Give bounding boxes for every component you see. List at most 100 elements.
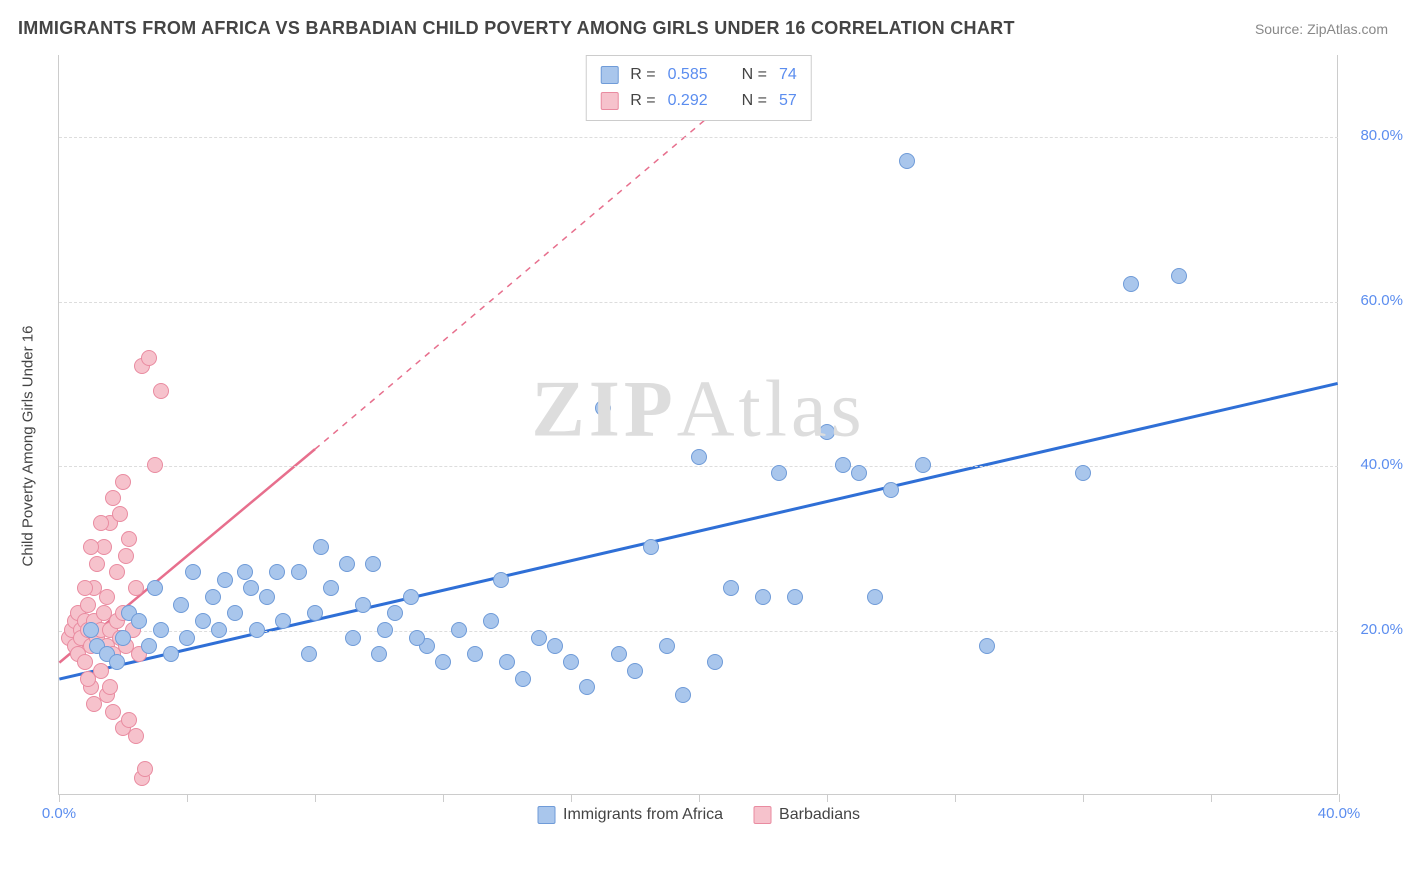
data-point-africa bbox=[141, 638, 157, 654]
data-point-africa bbox=[659, 638, 675, 654]
swatch-barbadians bbox=[600, 92, 618, 110]
data-point-africa bbox=[249, 622, 265, 638]
series-legend: Immigrants from Africa Barbadians bbox=[537, 806, 860, 824]
gridline bbox=[59, 466, 1338, 467]
swatch-barbadians bbox=[753, 806, 771, 824]
x-tick-label: 0.0% bbox=[42, 805, 76, 822]
data-point-africa bbox=[195, 613, 211, 629]
y-tick-label: 40.0% bbox=[1360, 456, 1403, 473]
data-point-africa bbox=[915, 457, 931, 473]
data-point-barbadians bbox=[118, 548, 134, 564]
data-point-africa bbox=[979, 638, 995, 654]
data-point-africa bbox=[611, 646, 627, 662]
data-point-africa bbox=[83, 622, 99, 638]
data-point-africa bbox=[883, 482, 899, 498]
r-value-africa: 0.585 bbox=[668, 66, 708, 84]
data-point-africa bbox=[493, 572, 509, 588]
data-point-africa bbox=[899, 153, 915, 169]
data-point-africa bbox=[403, 589, 419, 605]
data-point-africa bbox=[627, 663, 643, 679]
data-point-africa bbox=[211, 622, 227, 638]
data-point-africa bbox=[147, 580, 163, 596]
x-tick bbox=[955, 794, 956, 802]
chart-title: IMMIGRANTS FROM AFRICA VS BARBADIAN CHIL… bbox=[18, 18, 1015, 39]
data-point-africa bbox=[227, 605, 243, 621]
correlation-legend: R = 0.585 N = 74 R = 0.292 N = 57 bbox=[585, 55, 812, 121]
data-point-africa bbox=[483, 613, 499, 629]
data-point-africa bbox=[377, 622, 393, 638]
data-point-africa bbox=[179, 630, 195, 646]
data-point-barbadians bbox=[109, 564, 125, 580]
data-point-barbadians bbox=[115, 474, 131, 490]
data-point-africa bbox=[515, 671, 531, 687]
y-tick-label: 60.0% bbox=[1360, 292, 1403, 309]
y-axis-label: Child Poverty Among Girls Under 16 bbox=[20, 326, 37, 567]
data-point-barbadians bbox=[128, 580, 144, 596]
data-point-africa bbox=[1075, 465, 1091, 481]
x-tick bbox=[187, 794, 188, 802]
data-point-africa bbox=[547, 638, 563, 654]
source-name: ZipAtlas.com bbox=[1307, 21, 1388, 37]
data-point-africa bbox=[787, 589, 803, 605]
data-point-barbadians bbox=[93, 515, 109, 531]
data-point-africa bbox=[371, 646, 387, 662]
data-point-barbadians bbox=[80, 671, 96, 687]
data-point-africa bbox=[275, 613, 291, 629]
data-point-africa bbox=[387, 605, 403, 621]
legend-row-africa: R = 0.585 N = 74 bbox=[600, 62, 797, 88]
legend-label-africa: Immigrants from Africa bbox=[563, 806, 723, 824]
data-point-barbadians bbox=[141, 350, 157, 366]
data-point-barbadians bbox=[137, 761, 153, 777]
data-point-africa bbox=[217, 572, 233, 588]
data-point-africa bbox=[723, 580, 739, 596]
data-point-africa bbox=[237, 564, 253, 580]
data-point-africa bbox=[851, 465, 867, 481]
data-point-africa bbox=[345, 630, 361, 646]
data-point-africa bbox=[115, 630, 131, 646]
x-tick bbox=[699, 794, 700, 802]
x-tick bbox=[315, 794, 316, 802]
data-point-africa bbox=[675, 687, 691, 703]
data-point-africa bbox=[301, 646, 317, 662]
data-point-africa bbox=[755, 589, 771, 605]
x-tick bbox=[1211, 794, 1212, 802]
data-point-africa bbox=[291, 564, 307, 580]
data-point-barbadians bbox=[86, 696, 102, 712]
swatch-africa bbox=[600, 66, 618, 84]
data-point-africa bbox=[563, 654, 579, 670]
chart-source: Source: ZipAtlas.com bbox=[1255, 21, 1388, 37]
x-tick bbox=[1339, 794, 1340, 802]
data-point-africa bbox=[451, 622, 467, 638]
data-point-barbadians bbox=[153, 383, 169, 399]
legend-label-barbadians: Barbadians bbox=[779, 806, 860, 824]
n-label: N = bbox=[742, 66, 767, 84]
data-point-africa bbox=[579, 679, 595, 695]
data-point-africa bbox=[205, 589, 221, 605]
x-tick bbox=[827, 794, 828, 802]
data-point-africa bbox=[131, 613, 147, 629]
data-point-barbadians bbox=[121, 531, 137, 547]
data-point-africa bbox=[153, 622, 169, 638]
data-point-barbadians bbox=[105, 704, 121, 720]
data-point-barbadians bbox=[105, 490, 121, 506]
data-point-barbadians bbox=[121, 712, 137, 728]
data-point-africa bbox=[339, 556, 355, 572]
x-tick bbox=[59, 794, 60, 802]
data-point-africa bbox=[531, 630, 547, 646]
data-point-africa bbox=[643, 539, 659, 555]
data-point-africa bbox=[243, 580, 259, 596]
data-point-africa bbox=[1123, 276, 1139, 292]
r-value-barbadians: 0.292 bbox=[668, 92, 708, 110]
data-point-barbadians bbox=[83, 539, 99, 555]
swatch-africa bbox=[537, 806, 555, 824]
data-point-africa bbox=[1171, 268, 1187, 284]
x-tick-label: 40.0% bbox=[1318, 805, 1361, 822]
data-point-barbadians bbox=[77, 654, 93, 670]
legend-item-barbadians: Barbadians bbox=[753, 806, 860, 824]
data-point-africa bbox=[409, 630, 425, 646]
data-point-africa bbox=[313, 539, 329, 555]
data-point-barbadians bbox=[77, 580, 93, 596]
r-label: R = bbox=[630, 66, 655, 84]
data-point-africa bbox=[691, 449, 707, 465]
data-point-africa bbox=[365, 556, 381, 572]
